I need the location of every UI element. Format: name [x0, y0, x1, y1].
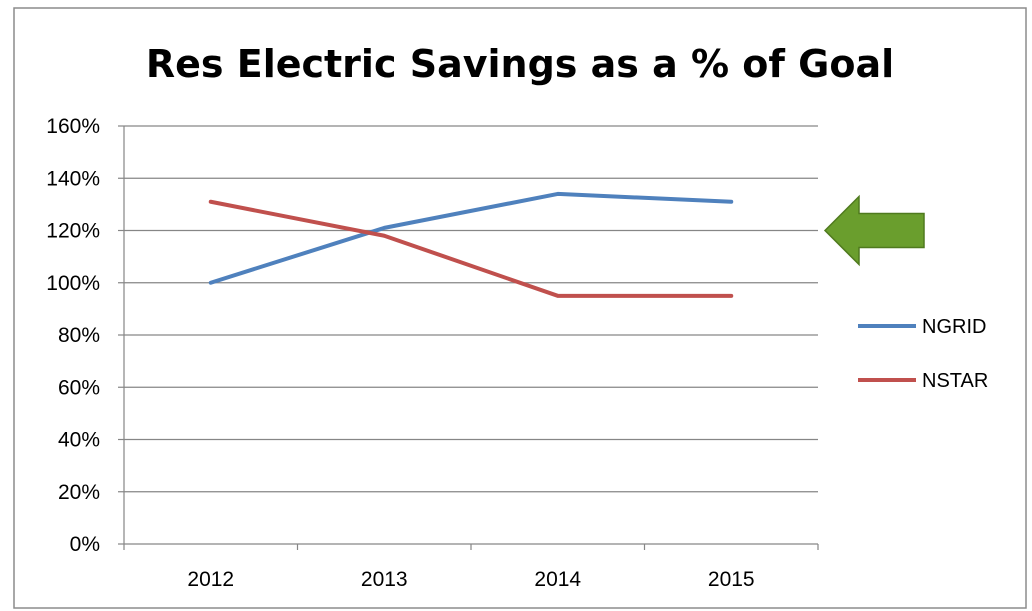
- chart-title: Res Electric Savings as a % of Goal: [146, 42, 894, 86]
- x-tick-label: 2014: [534, 568, 581, 591]
- y-tick-label: 120%: [46, 220, 100, 243]
- left-arrow-icon: [823, 194, 925, 267]
- legend-label: NSTAR: [922, 370, 988, 392]
- data-point-nstar: [383, 235, 385, 237]
- y-tick-label: 160%: [46, 115, 100, 138]
- y-tick-label: 140%: [46, 167, 100, 190]
- data-point-ngrid: [383, 227, 385, 229]
- legend: NGRID NSTAR: [858, 316, 988, 392]
- gridlines: [124, 125, 818, 493]
- x-tick-label: 2012: [187, 568, 234, 591]
- axes: [118, 125, 819, 550]
- data-point-ngrid: [730, 201, 732, 203]
- y-tick-label: 100%: [46, 272, 100, 295]
- legend-label: NGRID: [922, 316, 986, 338]
- x-tick-label: 2015: [708, 568, 755, 591]
- y-tick-label: 20%: [58, 481, 100, 504]
- y-tick-label: 80%: [58, 324, 100, 347]
- y-tick-label: 0%: [70, 533, 100, 556]
- y-tick-label: 60%: [58, 376, 100, 399]
- series-lines: [208, 191, 734, 298]
- y-axis-tick-labels: 0% 20% 40% 60% 80% 100% 120% 140% 160%: [46, 115, 100, 556]
- data-point-ngrid: [210, 282, 212, 284]
- series-line-ngrid: [208, 191, 734, 285]
- chart-border: [13, 7, 1027, 609]
- x-tick-label: 2013: [361, 568, 408, 591]
- data-point-nstar: [730, 295, 732, 297]
- annotation-arrow: [823, 194, 925, 267]
- x-axis-tick-labels: 2012 2013 2014 2015: [187, 568, 754, 591]
- data-point-ngrid: [557, 193, 559, 195]
- y-tick-label: 40%: [58, 429, 100, 452]
- data-point-nstar: [557, 295, 559, 297]
- data-point-nstar: [210, 201, 212, 203]
- series-line-nstar: [208, 199, 734, 298]
